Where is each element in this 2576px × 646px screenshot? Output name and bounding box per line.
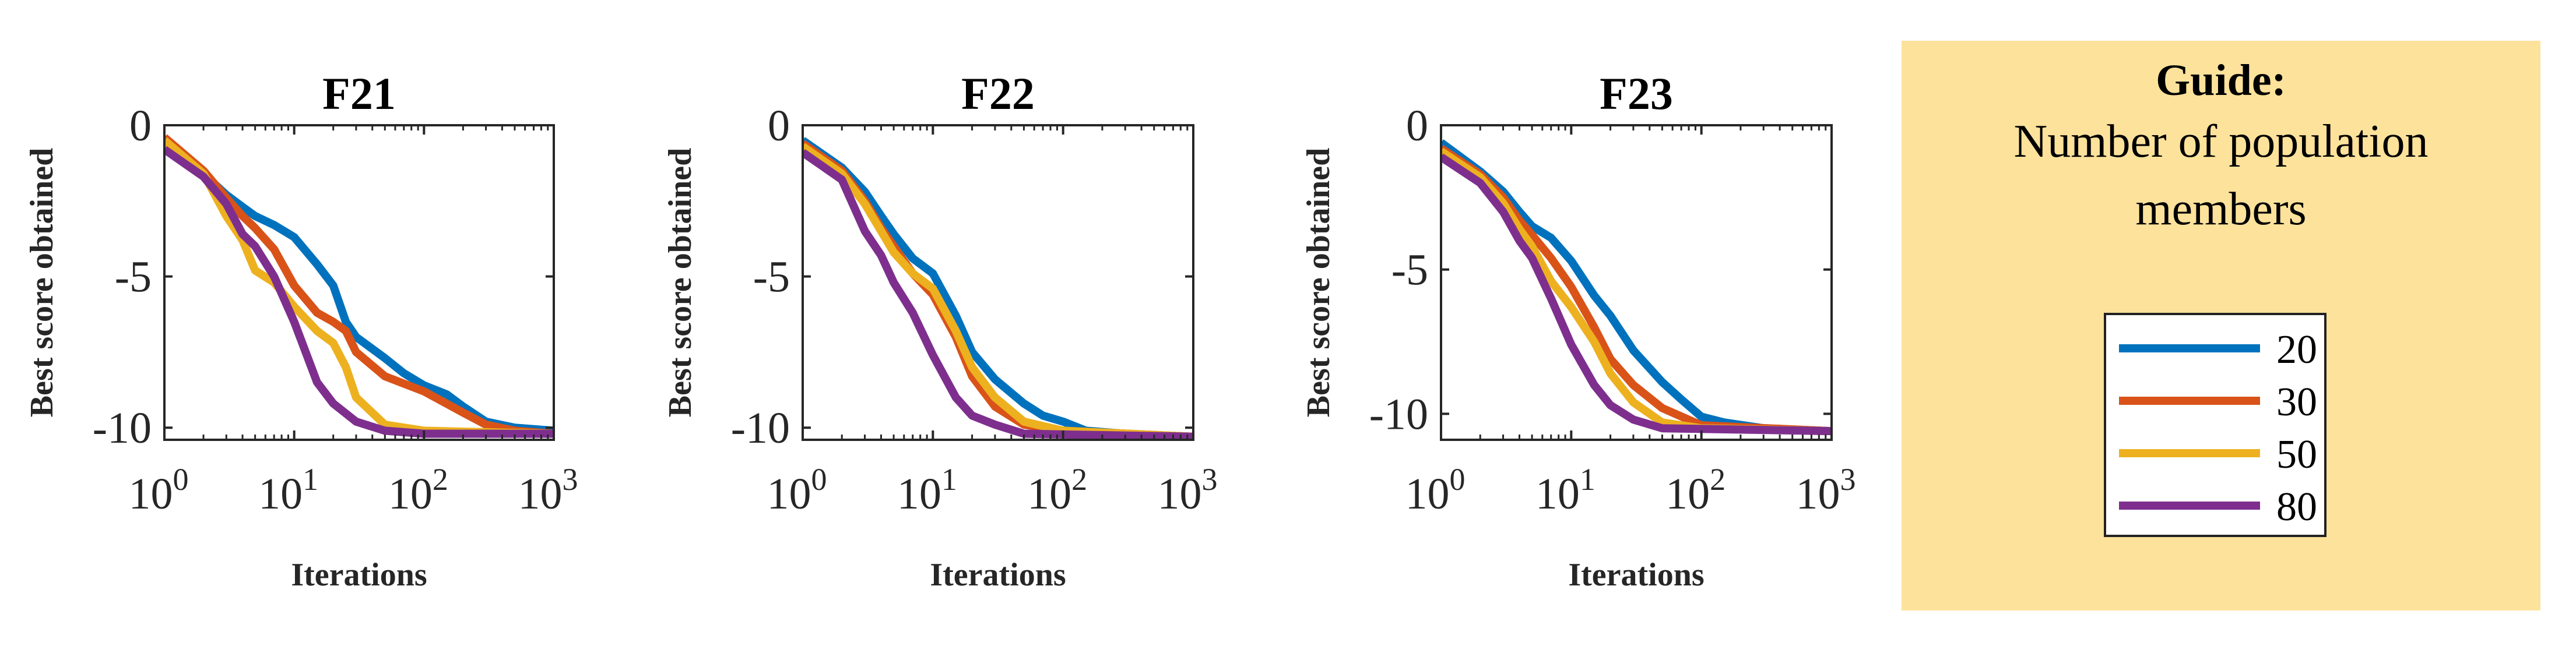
x-tick-label: 100 <box>1405 462 1466 518</box>
legend-item: 80 <box>2106 479 2324 532</box>
x-tick-label: 102 <box>1665 462 1725 518</box>
x-axis-label: Iterations <box>930 557 1066 593</box>
x-tick-label: 103 <box>518 462 578 518</box>
series-line-50 <box>1441 147 1832 436</box>
x-tick-label: 102 <box>1027 462 1087 518</box>
x-axis-label: Iterations <box>291 557 427 593</box>
x-tick-label: 102 <box>388 462 448 518</box>
guide-title: Guide: <box>2156 56 2286 105</box>
x-tick-label: 100 <box>129 462 189 518</box>
y-tick-label: -10 <box>731 404 790 453</box>
series-line-80 <box>803 149 1193 440</box>
legend-swatch <box>2119 397 2260 405</box>
x-tick-label: 101 <box>258 462 318 518</box>
series-group <box>164 134 554 438</box>
x-tick-label: 101 <box>1535 462 1595 518</box>
y-axis-label: Best score obtained <box>1301 148 1337 418</box>
series-line-50 <box>803 143 1193 440</box>
y-tick-label: -5 <box>115 253 152 302</box>
legend-label: 30 <box>2276 380 2317 425</box>
guide-subtitle-line2: members <box>2135 183 2307 235</box>
series-line-20 <box>164 137 554 435</box>
y-tick-label: 0 <box>129 101 152 150</box>
series-line-80 <box>164 146 554 438</box>
axes-box <box>163 124 555 441</box>
y-axis-label: Best score obtained <box>662 148 698 418</box>
axes-box <box>1440 124 1833 441</box>
legend-swatch <box>2119 344 2260 352</box>
charts-canvas: 0 -5 -10 100 101 102 103 F21 Iterations Best scor… <box>24 68 1856 593</box>
legend-item: 20 <box>2106 322 2324 375</box>
legend-item: 50 <box>2106 427 2324 479</box>
x-axis-label: Iterations <box>1568 557 1704 593</box>
x-tick-label: 100 <box>767 462 827 518</box>
legend-swatch <box>2119 449 2260 457</box>
chart-panel-f21: 0 -5 -10 100 101 102 103 F21 Iterations Best scor… <box>24 68 578 593</box>
chart-title: F21 <box>322 68 396 119</box>
y-tick-label: 0 <box>768 101 790 150</box>
legend-swatch <box>2119 502 2260 510</box>
series-line-50 <box>164 137 554 438</box>
legend-label: 50 <box>2276 432 2317 477</box>
y-axis-label: Best score obtained <box>24 148 60 418</box>
legend: 20 30 50 80 <box>2104 313 2327 537</box>
series-line-30 <box>1441 144 1832 436</box>
chart-title: F23 <box>1600 68 1673 119</box>
legend-label: 80 <box>2276 485 2317 529</box>
y-tick-label: -5 <box>1391 246 1428 295</box>
y-tick-label: -5 <box>753 253 790 302</box>
chart-panel-f22: 0 -5 -10 100 101 102 103 F22 Iterations Best scor… <box>662 68 1218 593</box>
chart-panel-f23: 0 -5 -10 100 101 102 103 F23 Iterations Best scor… <box>1301 68 1856 593</box>
series-line-20 <box>1441 139 1832 436</box>
axes-box <box>802 124 1194 441</box>
series-line-20 <box>803 137 1193 440</box>
guide-subtitle: Number of population members <box>1902 108 2540 243</box>
series-line-30 <box>164 134 554 438</box>
guide-subtitle-line1: Number of population <box>2013 116 2429 167</box>
series-group <box>1441 139 1832 436</box>
guide-panel: Guide: Number of population members 20 3… <box>1902 41 2540 610</box>
x-tick-label: 103 <box>1796 462 1856 518</box>
legend-label: 20 <box>2276 327 2317 372</box>
chart-title: F22 <box>961 68 1035 119</box>
y-tick-label: -10 <box>1369 390 1428 439</box>
y-tick-label: -10 <box>93 404 152 453</box>
x-tick-label: 103 <box>1158 462 1218 518</box>
y-tick-label: 0 <box>1406 101 1428 150</box>
x-tick-label: 101 <box>897 462 957 518</box>
legend-item: 30 <box>2106 375 2324 427</box>
series-group <box>803 137 1193 440</box>
series-line-80 <box>1441 153 1832 436</box>
